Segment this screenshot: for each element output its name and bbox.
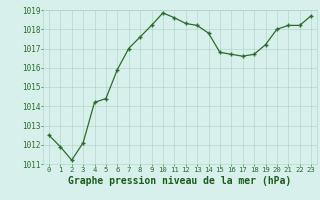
X-axis label: Graphe pression niveau de la mer (hPa): Graphe pression niveau de la mer (hPa) bbox=[68, 176, 292, 186]
